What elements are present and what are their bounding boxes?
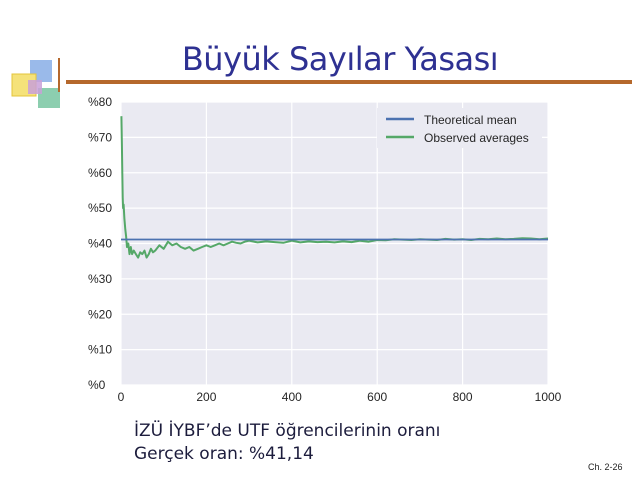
y-tick-label: %10 xyxy=(88,343,112,357)
legend-label-observed: Observed averages xyxy=(424,131,529,145)
y-tick-label: %0 xyxy=(88,378,106,392)
slide-caption: İZÜ İYBF’de UTF öğrencilerinin oranı Ger… xyxy=(134,420,440,466)
x-tick-labels: 0 200 400 600 800 1000 xyxy=(118,390,562,404)
x-tick-label: 1000 xyxy=(535,390,562,404)
slide-logo xyxy=(11,58,60,108)
x-tick-label: 400 xyxy=(282,390,302,404)
legend-label-theoretical: Theoretical mean xyxy=(424,113,517,127)
y-tick-label: %40 xyxy=(88,237,112,251)
x-tick-label: 0 xyxy=(118,390,125,404)
y-tick-label: %70 xyxy=(88,130,112,144)
grid-lines xyxy=(120,101,549,386)
caption-line-2: Gerçek oran: %41,14 xyxy=(134,444,314,464)
x-tick-label: 800 xyxy=(453,390,473,404)
title-rule xyxy=(66,80,632,84)
slide-title: Büyük Sayılar Yasası xyxy=(181,40,499,78)
x-tick-label: 600 xyxy=(367,390,387,404)
caption-line-1: İZÜ İYBF’de UTF öğrencilerinin oranı xyxy=(134,421,441,441)
series-lines xyxy=(120,116,549,259)
y-tick-label: %20 xyxy=(88,307,112,321)
y-tick-labels: %0 %10 %20 %30 %40 %50 %60 %70 %80 xyxy=(88,95,112,392)
x-tick-label: 200 xyxy=(196,390,216,404)
legend: Theoretical mean Observed averages xyxy=(377,108,542,148)
y-tick-label: %30 xyxy=(88,272,112,286)
legend-box xyxy=(377,108,542,148)
y-tick-label: %50 xyxy=(88,201,112,215)
slide-number: Ch. 2-26 xyxy=(588,462,623,472)
y-tick-label: %80 xyxy=(88,95,112,109)
y-tick-label: %60 xyxy=(88,166,112,180)
